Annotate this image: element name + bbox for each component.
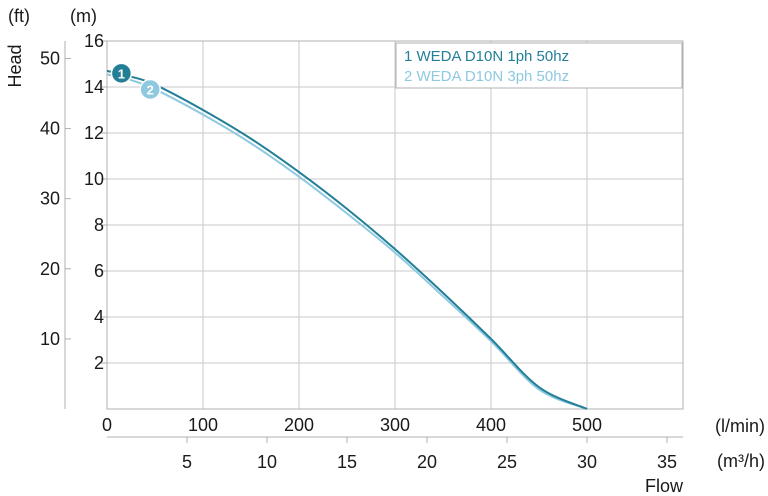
series-group [106,69,588,410]
x-tick-m3h-15: 15 [337,452,357,472]
x-tick-lpm-400: 400 [476,415,506,435]
y-tick-m-14: 14 [84,77,104,97]
x-tick-m3h-30: 30 [577,452,597,472]
x-tick-m3h-35: 35 [657,452,677,472]
x-tick-lpm-500: 500 [572,415,602,435]
series-marker-label-1: 1 [118,66,125,81]
series-line-2 [106,73,588,410]
y-tick-m-2: 2 [94,353,104,373]
ft-unit-label: (ft) [8,6,30,26]
y-tick-ft-20: 20 [40,259,60,279]
x-tick-lpm-300: 300 [380,415,410,435]
grid [65,40,683,443]
series-markers: 12 [110,62,161,101]
y-tick-m-8: 8 [94,215,104,235]
y-tick-ft-50: 50 [40,48,60,68]
y-axis-title: Head [5,44,25,87]
series-line-1 [106,69,588,410]
y-tick-m-4: 4 [94,307,104,327]
y-tick-m-6: 6 [94,261,104,281]
x-tick-lpm-100: 100 [188,415,218,435]
legend-entry-1: 1 WEDA D10N 1ph 50hz [404,48,569,65]
legend-entry-2: 2 WEDA D10N 3ph 50hz [404,68,569,85]
x-axis-title: Flow [645,476,684,496]
x-tick-lpm-0: 0 [102,415,112,435]
y-tick-ft-40: 40 [40,119,60,139]
y-tick-m-12: 12 [84,123,104,143]
y-tick-m-16: 16 [84,31,104,51]
y-tick-ft-10: 10 [40,329,60,349]
x-tick-m3h-10: 10 [257,452,277,472]
m-unit-label: (m) [70,6,97,26]
x-tick-m3h-5: 5 [182,452,192,472]
series-marker-label-2: 2 [147,82,154,97]
x-tick-lpm-200: 200 [284,415,314,435]
lpm-unit-label: (l/min) [715,416,765,436]
x-tick-m3h-20: 20 [417,452,437,472]
legend: 1 WEDA D10N 1ph 50hz 2 WEDA D10N 3ph 50h… [395,42,683,89]
y-tick-m-10: 10 [84,169,104,189]
legend-box [395,42,683,89]
series-marker-1 [110,62,133,85]
plot-frame [106,40,684,410]
x-tick-m3h-25: 25 [497,452,517,472]
y-tick-ft-30: 30 [40,189,60,209]
series-marker-2 [139,78,161,101]
m3h-unit-label: (m³/h) [717,451,765,471]
